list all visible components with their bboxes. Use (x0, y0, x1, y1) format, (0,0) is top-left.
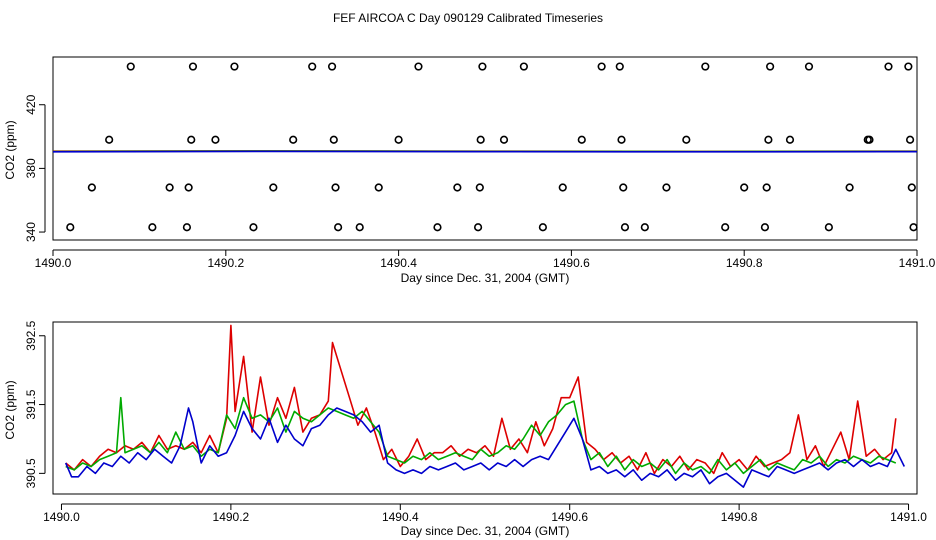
x-axis: 1490.0 1490.2 1490.4 1490.6 1490.8 1491.0 (35, 249, 936, 270)
data-point (499, 135, 509, 144)
data-point (785, 135, 795, 144)
x-axis: 1490.0 1490.2 1490.4 1490.6 1490.8 1491.0 (43, 503, 927, 524)
data-point (308, 62, 317, 71)
x-axis-label: Day since Dec. 31, 2004 (GMT) (401, 524, 570, 538)
data-point (478, 62, 487, 71)
data-point (66, 223, 75, 232)
data-point (904, 62, 913, 71)
data-point (615, 62, 624, 71)
x-tick-label: 1491.0 (890, 510, 927, 524)
data-point (740, 183, 749, 192)
data-point (211, 135, 220, 144)
y-axis: 340 380 420 (24, 94, 46, 242)
data-point (475, 183, 484, 192)
data-point (617, 135, 626, 144)
x-tick-label: 1490.8 (721, 510, 758, 524)
data-point (148, 223, 157, 232)
data-point (764, 135, 773, 144)
series-line-2 (64, 407, 906, 488)
chart-title: FEF AIRCOA C Day 090129 Calibrated Times… (333, 11, 603, 25)
data-point (824, 223, 833, 232)
y-tick-label: 380 (24, 158, 38, 178)
data-point (230, 62, 239, 71)
y-axis-label: CO2 (ppm) (3, 120, 17, 179)
y-tick-label: 340 (24, 222, 38, 242)
data-point (476, 135, 485, 144)
data-point (619, 183, 628, 192)
series-line-0 (65, 324, 897, 475)
data-point (453, 183, 462, 192)
data-point (394, 135, 403, 144)
x-tick-label: 1491.0 (899, 256, 936, 270)
y-tick-label: 391.5 (24, 389, 38, 419)
x-tick-label: 1490.6 (551, 510, 588, 524)
data-point (374, 183, 383, 192)
y-tick-label: 390.5 (24, 458, 38, 488)
data-point (682, 135, 691, 144)
data-point (907, 183, 916, 192)
data-point (577, 135, 586, 144)
data-point (329, 135, 338, 144)
data-point (327, 62, 337, 71)
x-tick-label: 1490.4 (382, 510, 419, 524)
data-point (87, 183, 96, 192)
plot-area (64, 324, 906, 488)
data-point (620, 223, 630, 232)
data-point (701, 62, 710, 71)
data-point (355, 223, 364, 232)
x-tick-label: 1490.2 (207, 256, 244, 270)
series-line-1 (65, 396, 897, 475)
x-tick-label: 1490.8 (726, 256, 763, 270)
data-point (188, 62, 198, 71)
data-point (519, 62, 528, 71)
data-point (662, 183, 671, 192)
data-point (845, 183, 854, 192)
data-point (721, 223, 730, 232)
data-point (640, 223, 649, 232)
data-point (249, 223, 258, 232)
data-point (597, 62, 606, 71)
data-point (558, 183, 567, 192)
plot-frame (52, 321, 918, 495)
data-point (414, 62, 423, 71)
data-point (804, 62, 814, 71)
data-point (905, 135, 915, 144)
data-point (473, 223, 483, 232)
data-point (331, 183, 340, 192)
data-point (187, 135, 196, 144)
plot-frame (52, 56, 918, 241)
x-tick-label: 1490.0 (43, 510, 80, 524)
data-point (289, 135, 298, 144)
data-point (182, 223, 192, 232)
x-tick-label: 1490.6 (553, 256, 590, 270)
data-point (766, 62, 775, 71)
data-point (865, 135, 874, 144)
y-tick-label: 420 (24, 94, 38, 114)
data-point (433, 223, 442, 232)
x-tick-label: 1490.4 (380, 256, 417, 270)
plot-area (52, 62, 918, 232)
data-point (760, 223, 770, 232)
data-point (334, 223, 343, 232)
data-point (269, 183, 278, 192)
x-tick-label: 1490.2 (213, 510, 250, 524)
data-point (762, 183, 771, 192)
y-tick-label: 392.5 (24, 320, 38, 350)
x-axis-label: Day since Dec. 31, 2004 (GMT) (401, 271, 570, 285)
data-point (538, 223, 547, 232)
bottom-line-panel: 1490.0 1490.2 1490.4 1490.6 1490.8 1491.0 390… (3, 320, 927, 538)
data-point (184, 183, 193, 192)
y-axis: 390.5 391.5 392.5 (24, 320, 46, 488)
top-scatter-panel: 1490.0 1490.2 1490.4 1490.6 1490.8 1491.0 340… (3, 56, 936, 285)
data-point (126, 62, 135, 71)
data-point (165, 183, 174, 192)
data-point (884, 62, 893, 71)
y-axis-label: CO2 (ppm) (3, 380, 17, 439)
data-point (105, 135, 114, 144)
data-point (909, 223, 918, 232)
x-tick-label: 1490.0 (35, 256, 72, 270)
